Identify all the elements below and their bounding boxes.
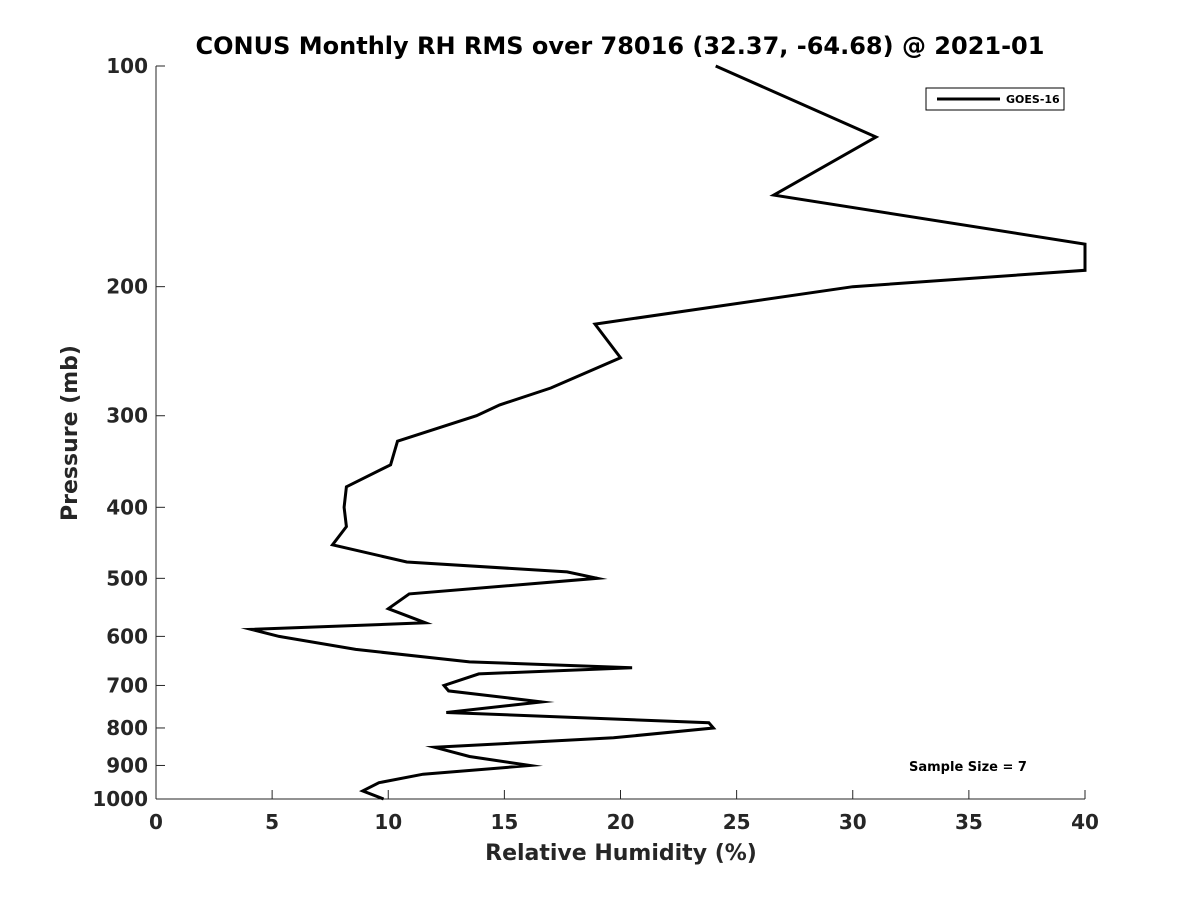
series-line-goes-16 (240, 64, 1087, 801)
y-tick-label: 800 (106, 716, 148, 740)
y-tick-label: 900 (106, 753, 148, 777)
y-tick-label: 100 (106, 54, 148, 78)
y-tick-label: 400 (106, 495, 148, 519)
x-tick-label: 25 (723, 810, 751, 834)
y-tick-label: 600 (106, 624, 148, 648)
x-tick-label: 15 (490, 810, 518, 834)
y-tick-label: 500 (106, 566, 148, 590)
y-tick-label: 700 (106, 673, 148, 697)
x-tick-label: 30 (839, 810, 867, 834)
x-tick-label: 35 (955, 810, 983, 834)
legend-entry-goes-16: GOES-16 (1006, 93, 1060, 106)
x-axis-label: Relative Humidity (%) (485, 841, 757, 866)
x-tick-label: 0 (149, 810, 163, 834)
chart-title: CONUS Monthly RH RMS over 78016 (32.37, … (196, 32, 1045, 60)
y-tick-label: 300 (106, 404, 148, 428)
series-layer (240, 64, 1087, 801)
y-tick-label: 1000 (92, 787, 148, 811)
x-tick-label: 5 (265, 810, 279, 834)
x-tick-label: 20 (607, 810, 635, 834)
sample-size-annotation: Sample Size = 7 (909, 760, 1027, 775)
y-axis-label: Pressure (mb) (58, 345, 83, 521)
y-tick-label: 200 (106, 275, 148, 299)
legend: GOES-16 (925, 87, 1065, 111)
x-tick-label: 10 (374, 810, 402, 834)
x-tick-label: 40 (1071, 810, 1099, 834)
plot-axes: 0 5 10 15 20 25 30 35 40 100 200 300 400 500 600 700 800… (92, 54, 1099, 834)
